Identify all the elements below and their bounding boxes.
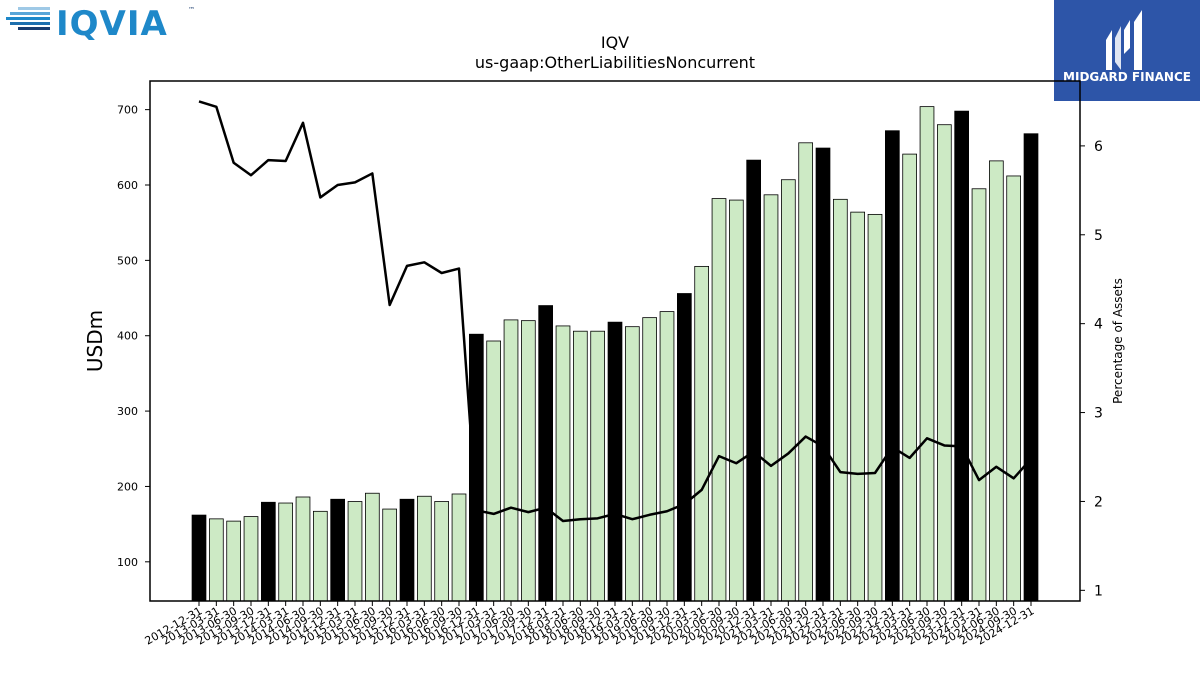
bar <box>191 514 207 602</box>
bar <box>659 311 675 602</box>
bar <box>295 496 311 602</box>
y2-tick-label: 1 <box>1094 583 1103 599</box>
bar <box>607 321 623 602</box>
y-tick-label: 200 <box>117 480 138 493</box>
bar <box>503 319 519 602</box>
bar <box>555 325 571 602</box>
bar <box>937 124 952 602</box>
bar <box>364 492 380 602</box>
bar-series <box>191 106 1039 602</box>
bar <box>312 510 328 602</box>
bar <box>330 498 346 602</box>
line-series <box>198 100 1032 523</box>
y-tick-label: 300 <box>117 405 138 418</box>
y2-axis-label: Percentage of Assets <box>1111 278 1125 404</box>
bar <box>260 501 276 602</box>
midgard-finance-badge: MIDGARD FINANCE <box>1054 0 1200 101</box>
bar <box>278 502 294 602</box>
bar <box>746 159 761 602</box>
y2-tick-label: 2 <box>1094 494 1103 510</box>
bar <box>451 493 467 602</box>
chart-title: IQV <box>601 33 629 52</box>
y-tick-label: 600 <box>117 179 138 192</box>
iqvia-logo: IQVIA ™ <box>6 4 195 42</box>
bar <box>677 293 692 602</box>
bar <box>347 501 363 602</box>
bar <box>781 179 796 602</box>
bar <box>885 130 900 602</box>
bar <box>486 340 502 602</box>
bar <box>694 265 709 602</box>
bar <box>468 333 484 602</box>
bar <box>711 198 727 602</box>
bar <box>902 153 917 602</box>
bar <box>1023 133 1039 602</box>
bar <box>642 317 657 602</box>
bar <box>833 198 848 602</box>
bar <box>850 211 865 602</box>
bar <box>521 320 536 602</box>
y-tick-label: 400 <box>117 330 138 343</box>
y2-tick-label: 5 <box>1094 228 1103 244</box>
bar <box>971 188 987 602</box>
x-axis: 2012-12-312013-03-312013-06-302013-09-30… <box>143 601 1037 648</box>
bar <box>989 160 1004 602</box>
iqvia-lines-icon <box>6 7 50 30</box>
bar <box>1006 175 1021 602</box>
bar <box>954 110 969 602</box>
y-axis-right: 1 2 3 4 5 6 <box>1080 139 1103 599</box>
y-tick-label: 700 <box>117 104 138 117</box>
y2-tick-label: 4 <box>1094 317 1103 333</box>
y-tick-label: 100 <box>117 556 138 569</box>
bar <box>399 498 415 602</box>
iqvia-wordmark: IQVIA <box>56 4 168 42</box>
bar <box>798 142 813 602</box>
bar <box>815 147 831 602</box>
bar <box>729 199 744 602</box>
bar <box>434 501 450 602</box>
iqvia-tm: ™ <box>188 6 195 14</box>
bar <box>208 518 224 602</box>
bar <box>590 330 605 602</box>
bar <box>226 520 241 602</box>
chart-subtitle: us-gaap:OtherLiabilitiesNoncurrent <box>475 53 755 72</box>
bar <box>243 516 259 602</box>
bar <box>416 495 432 602</box>
y-axis-left: 100 200 300 400 500 600 700 <box>117 104 150 569</box>
bar <box>625 326 640 602</box>
bar <box>538 305 553 602</box>
bar <box>867 213 883 602</box>
y-tick-label: 500 <box>117 254 138 267</box>
y2-tick-label: 3 <box>1094 406 1103 422</box>
bar <box>919 106 935 602</box>
bar <box>763 194 779 602</box>
y2-tick-label: 6 <box>1094 139 1103 155</box>
percentage-line <box>198 100 1032 523</box>
badge-text: MIDGARD FINANCE <box>1063 70 1191 84</box>
midgard-mark-icon <box>1106 10 1142 70</box>
bar <box>573 330 588 602</box>
bar <box>382 508 398 602</box>
y-axis-label: USDm <box>83 310 107 372</box>
